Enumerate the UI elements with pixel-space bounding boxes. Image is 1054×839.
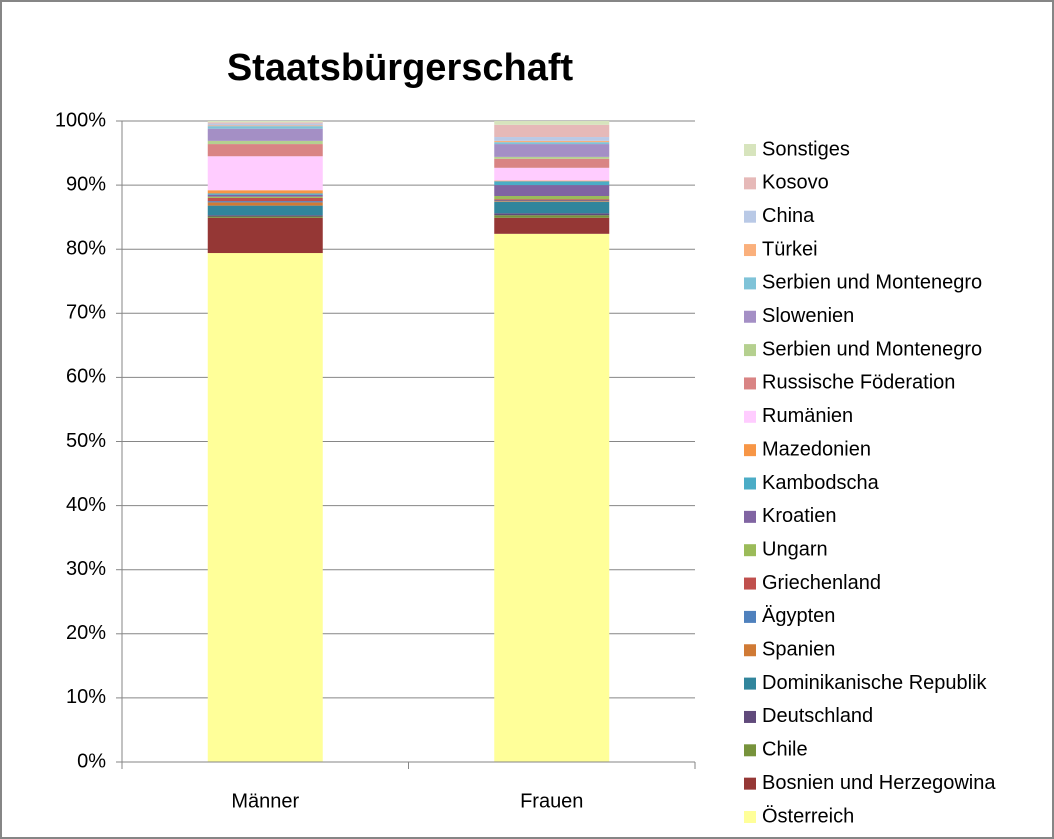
legend-label: Serbien und Montenegro (762, 272, 982, 294)
bar-segment (494, 233, 610, 763)
legend-label: Griechenland (762, 572, 881, 594)
x-tick-label: Männer (231, 790, 299, 812)
legend-swatch (744, 210, 756, 223)
bar-segment (207, 202, 323, 206)
bar-segment (207, 128, 323, 141)
legend-label: Serbien und Montenegro (762, 338, 982, 360)
bar-segment (207, 121, 323, 123)
legend-swatch (744, 644, 756, 657)
legend-label: Sonstiges (762, 138, 850, 160)
y-tick-label: 100% (55, 109, 106, 131)
bar-segment (207, 140, 323, 145)
legend-swatch (744, 777, 756, 790)
legend-label: Dominikanische Republik (762, 672, 988, 694)
bar-segment (494, 121, 610, 125)
bar-segment (207, 215, 323, 217)
legend-label: Kambodscha (762, 472, 880, 494)
bar-segment (494, 158, 610, 168)
bar-segment (207, 122, 323, 124)
legend-swatch (744, 477, 756, 490)
y-tick-label: 30% (66, 558, 106, 580)
legend-label: Slowenien (762, 305, 854, 327)
bar-segment (494, 124, 610, 138)
legend-swatch (744, 410, 756, 423)
legend-label: Ungarn (762, 538, 828, 560)
bar-segment (207, 205, 323, 216)
bar-segment (494, 200, 610, 202)
legend-swatch (744, 677, 756, 690)
bar-segment (494, 156, 610, 159)
bar-segment (494, 181, 610, 186)
bar-segment (494, 180, 610, 182)
y-tick-label: 10% (66, 686, 106, 708)
bar-segment (207, 193, 323, 195)
legend-label: Mazedonien (762, 438, 871, 460)
bar-segment (207, 253, 323, 762)
legend-swatch (744, 244, 756, 257)
legend-swatch (744, 277, 756, 290)
legend-label: Rumänien (762, 405, 853, 427)
legend-swatch (744, 577, 756, 590)
bar-segment (494, 167, 610, 181)
bar-segment (207, 216, 323, 218)
legend-label: Bosnien und Herzegowina (762, 772, 996, 794)
bar-segment (494, 201, 610, 202)
legend-label: Österreich (762, 805, 854, 827)
chart-title: Staatsbürgerschaft (227, 47, 574, 89)
legend-label: Ägypten (762, 605, 835, 627)
y-tick-label: 20% (66, 622, 106, 644)
legend-label: Russische Föderation (762, 372, 955, 394)
bar-segment (207, 196, 323, 198)
bar-segment (494, 142, 610, 145)
y-tick-label: 80% (66, 237, 106, 259)
bar-segment (494, 195, 610, 200)
legend-label: China (762, 205, 815, 227)
legend-label: Spanien (762, 639, 835, 661)
y-tick-label: 70% (66, 302, 106, 324)
y-tick-label: 90% (66, 173, 106, 195)
legend-swatch (744, 510, 756, 523)
bar-segment (207, 123, 323, 126)
legend-swatch (744, 710, 756, 723)
legend-swatch (744, 444, 756, 457)
bar-segment (207, 126, 323, 129)
legend-label: Chile (762, 739, 808, 761)
bar-segment (207, 217, 323, 254)
bar-segment (494, 215, 610, 218)
bar-segment (207, 190, 323, 194)
legend-swatch (744, 544, 756, 557)
y-tick-label: 60% (66, 366, 106, 388)
bar-segment (207, 201, 323, 203)
y-tick-label: 40% (66, 494, 106, 516)
legend-swatch (744, 377, 756, 390)
bar-segment (494, 199, 610, 201)
bar-segment (207, 197, 323, 202)
legend-swatch (744, 344, 756, 357)
x-tick-label: Frauen (520, 790, 583, 812)
legend-label: Kroatien (762, 505, 837, 527)
legend-swatch (744, 744, 756, 757)
y-tick-label: 0% (77, 750, 106, 772)
bar-segment (207, 125, 323, 127)
bar-segment (494, 201, 610, 214)
bar-segment (494, 185, 610, 196)
legend-swatch (744, 610, 756, 623)
bar-segment (207, 144, 323, 157)
bar-segment (494, 140, 610, 143)
legend-label: Kosovo (762, 172, 829, 194)
bar-segment (494, 144, 610, 157)
bar-segment (494, 213, 610, 216)
legend-label: Deutschland (762, 705, 873, 727)
bar-segment (494, 137, 610, 141)
bar-segment (207, 194, 323, 197)
legend-label: Türkei (762, 238, 818, 260)
legend-swatch (744, 144, 756, 156)
legend-swatch (744, 177, 756, 190)
bar-segment (207, 156, 323, 191)
legend-swatch (744, 811, 756, 823)
legend-swatch (744, 310, 756, 323)
bar-segment (494, 217, 610, 234)
y-tick-label: 50% (66, 430, 106, 452)
